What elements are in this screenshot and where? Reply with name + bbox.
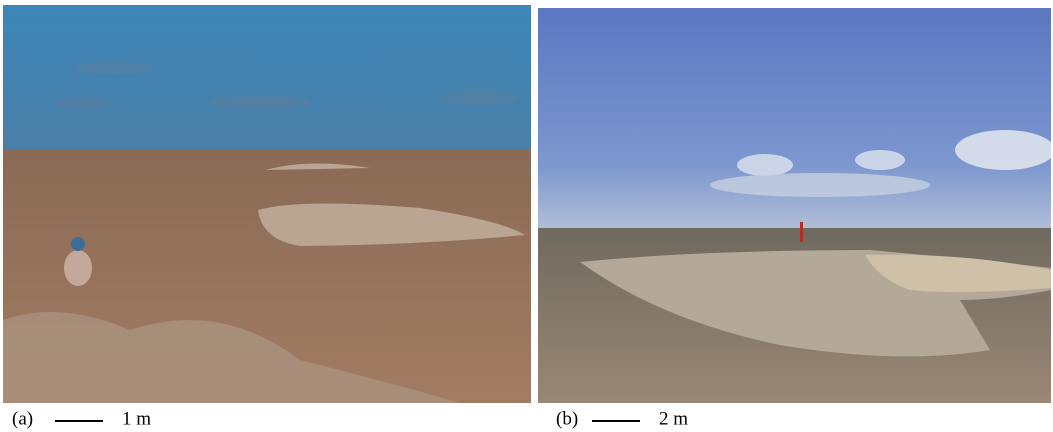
page: (a) 1 m (b) 2 m (() => { const data = JS… [0, 0, 1053, 432]
photo-b [538, 8, 1053, 403]
figure: (a) 1 m (b) 2 m [0, 0, 1053, 432]
scale-label: 1 m [122, 408, 151, 429]
panel-label: (a) [12, 408, 33, 429]
panel-label: (b) [556, 408, 578, 429]
photo-a [3, 5, 531, 403]
scale-label: 2 m [659, 408, 688, 429]
